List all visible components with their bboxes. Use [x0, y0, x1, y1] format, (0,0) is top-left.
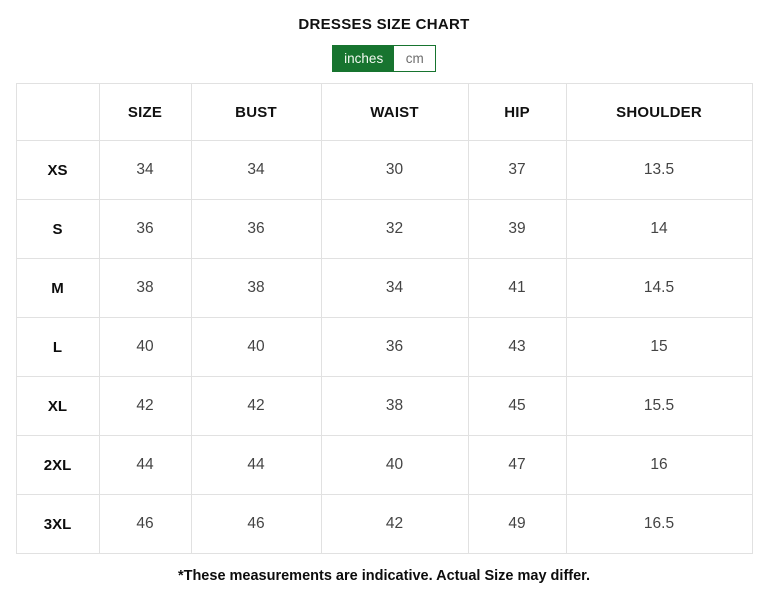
unit-inches-button[interactable]: inches — [333, 46, 395, 71]
table-cell: 36 — [98, 199, 192, 259]
table-cell: 34 — [98, 140, 192, 200]
table-cell: 14.5 — [565, 258, 753, 318]
table-row: S 36 36 32 39 14 — [15, 199, 753, 259]
table-cell: 40 — [190, 317, 322, 377]
disclaimer-note: *These measurements are indicative. Actu… — [177, 568, 591, 584]
table-body: XS 34 34 30 37 13.5 S 36 36 32 39 14 M 38 38 34 41 14.5 L 4… — [15, 140, 753, 554]
table-row: 3XL 46 46 42 49 16.5 — [15, 494, 753, 554]
table-cell: 42 — [190, 376, 322, 436]
column-header-hip: HIP — [467, 83, 567, 141]
table-cell: 42 — [320, 494, 469, 554]
table-cell: 41 — [467, 258, 567, 318]
page-title: DRESSES SIZE CHART — [298, 16, 470, 33]
table-cell: 15 — [565, 317, 753, 377]
table-cell: 37 — [467, 140, 567, 200]
table-cell: 46 — [190, 494, 322, 554]
table-cell: 38 — [320, 376, 469, 436]
column-header-shoulder: SHOULDER — [565, 83, 753, 141]
row-label: 3XL — [15, 494, 100, 554]
column-header-empty — [15, 83, 100, 141]
row-label: M — [15, 258, 100, 318]
header-row: SIZE BUST WAIST HIP SHOULDER — [15, 83, 753, 141]
table-row: L 40 40 36 43 15 — [15, 317, 753, 377]
row-label: XS — [15, 140, 100, 200]
column-header-bust: BUST — [190, 83, 322, 141]
table-cell: 46 — [98, 494, 192, 554]
table-cell: 40 — [98, 317, 192, 377]
table-row: XS 34 34 30 37 13.5 — [15, 140, 753, 200]
table-cell: 36 — [320, 317, 469, 377]
table-cell: 49 — [467, 494, 567, 554]
table-cell: 47 — [467, 435, 567, 495]
table-cell: 44 — [190, 435, 322, 495]
row-label: L — [15, 317, 100, 377]
column-header-size: SIZE — [98, 83, 192, 141]
table-cell: 32 — [320, 199, 469, 259]
row-label: XL — [15, 376, 100, 436]
table-cell: 16.5 — [565, 494, 753, 554]
table-cell: 36 — [190, 199, 322, 259]
table-row: M 38 38 34 41 14.5 — [15, 258, 753, 318]
table-cell: 13.5 — [565, 140, 753, 200]
table-head: SIZE BUST WAIST HIP SHOULDER — [15, 83, 753, 141]
row-label: 2XL — [15, 435, 100, 495]
table-cell: 14 — [565, 199, 753, 259]
column-header-waist: WAIST — [320, 83, 469, 141]
table-cell: 44 — [98, 435, 192, 495]
table-cell: 34 — [320, 258, 469, 318]
size-chart-table: SIZE BUST WAIST HIP SHOULDER XS 34 34 30 37 13.5 S… — [15, 83, 753, 554]
table-cell: 40 — [320, 435, 469, 495]
unit-toggle: inches cm — [332, 45, 436, 72]
table-cell: 45 — [467, 376, 567, 436]
table-cell: 38 — [190, 258, 322, 318]
table-row: XL 42 42 38 45 15.5 — [15, 376, 753, 436]
table-cell: 30 — [320, 140, 469, 200]
table-cell: 43 — [467, 317, 567, 377]
row-label: S — [15, 199, 100, 259]
table-row: 2XL 44 44 40 47 16 — [15, 435, 753, 495]
table-cell: 39 — [467, 199, 567, 259]
table-cell: 38 — [98, 258, 192, 318]
unit-cm-button[interactable]: cm — [394, 46, 435, 71]
table-cell: 15.5 — [565, 376, 753, 436]
table-cell: 16 — [565, 435, 753, 495]
table-cell: 42 — [98, 376, 192, 436]
table-cell: 34 — [190, 140, 322, 200]
